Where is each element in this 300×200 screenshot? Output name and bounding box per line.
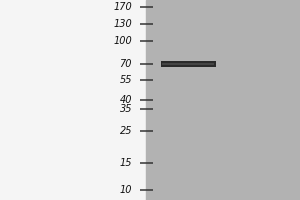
Bar xyxy=(160,61,216,67)
Bar xyxy=(146,0,300,200)
Text: 55: 55 xyxy=(119,75,132,85)
Text: 15: 15 xyxy=(119,158,132,168)
Text: 170: 170 xyxy=(113,2,132,12)
Text: 25: 25 xyxy=(119,126,132,136)
Text: 35: 35 xyxy=(119,104,132,114)
Bar xyxy=(162,63,214,65)
Text: 40: 40 xyxy=(119,95,132,105)
Text: 70: 70 xyxy=(119,59,132,69)
Text: 10: 10 xyxy=(119,185,132,195)
Text: 130: 130 xyxy=(113,19,132,29)
Text: 100: 100 xyxy=(113,36,132,46)
